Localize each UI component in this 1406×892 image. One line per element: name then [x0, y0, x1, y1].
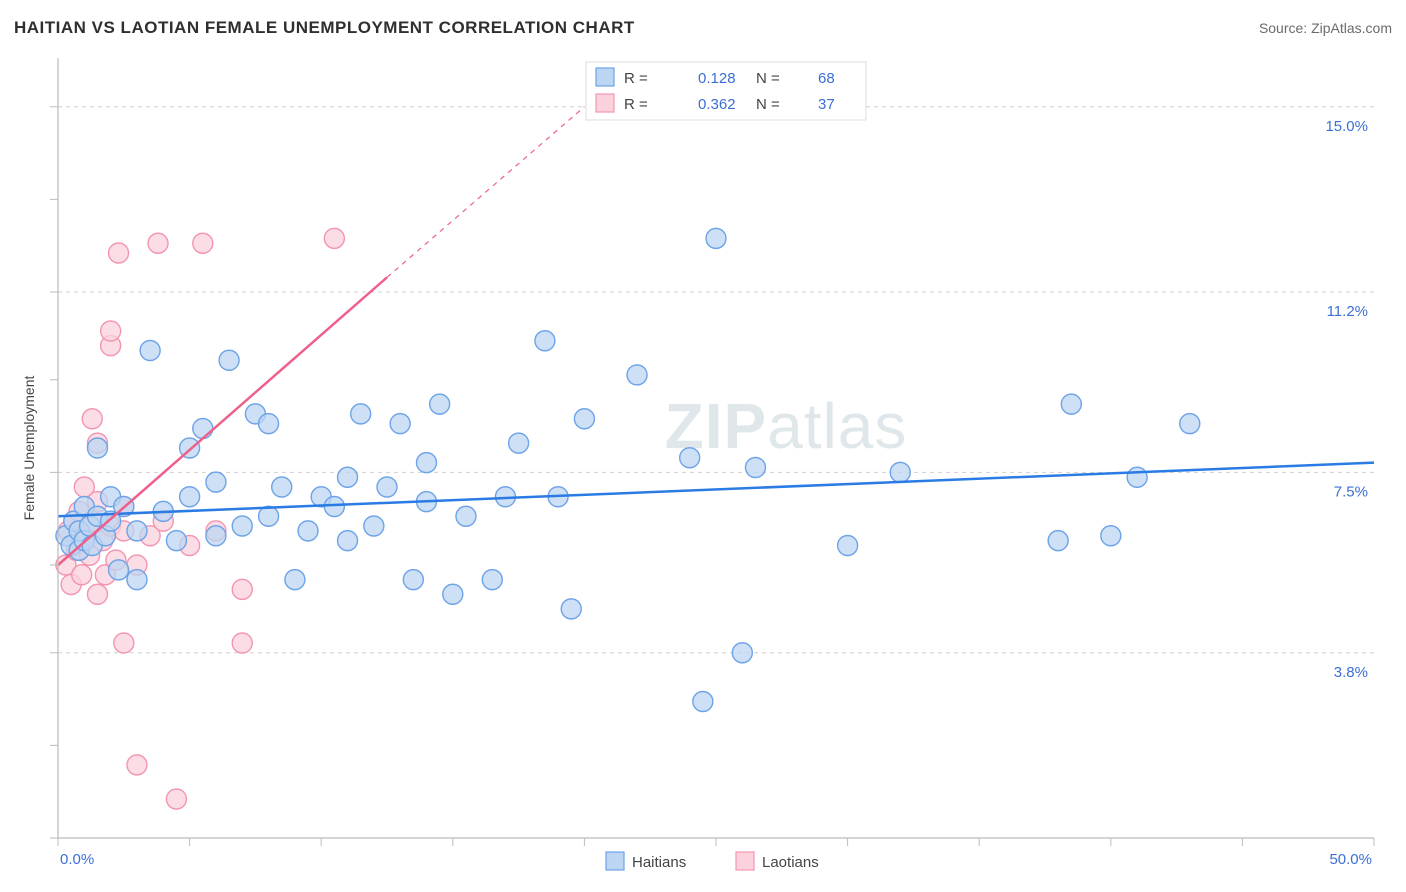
data-point — [482, 570, 502, 590]
data-point — [732, 643, 752, 663]
data-point — [338, 531, 358, 551]
data-point — [109, 243, 129, 263]
data-point — [364, 516, 384, 536]
data-point — [166, 789, 186, 809]
data-point — [627, 365, 647, 385]
chart-area: 3.8% 7.5% 11.2% 15.0% ZIPatlas 0.0% 50.0% Femal… — [14, 48, 1392, 882]
data-point — [298, 521, 318, 541]
data-point — [890, 462, 910, 482]
data-point — [403, 570, 423, 590]
data-point — [232, 579, 252, 599]
data-point — [443, 584, 463, 604]
data-point — [166, 531, 186, 551]
data-point — [693, 692, 713, 712]
data-point — [706, 228, 726, 248]
data-point — [377, 477, 397, 497]
data-point — [430, 394, 450, 414]
legend-swatch — [596, 94, 614, 112]
trend-line-laotians-dash — [387, 107, 584, 278]
legend-r-value: 0.128 — [698, 70, 736, 87]
data-point — [680, 448, 700, 468]
data-point — [535, 331, 555, 351]
y-tick-label: 3.8% — [1334, 664, 1368, 681]
trend-line-laotians — [58, 277, 387, 565]
chart-title: HAITIAN VS LAOTIAN FEMALE UNEMPLOYMENT C… — [14, 18, 635, 38]
data-point — [148, 233, 168, 253]
data-point — [351, 404, 371, 424]
legend-series-label: Laotians — [762, 854, 819, 871]
data-point — [272, 477, 292, 497]
data-point — [1127, 467, 1147, 487]
data-point — [416, 453, 436, 473]
data-point — [87, 584, 107, 604]
data-point — [193, 419, 213, 439]
legend-swatch — [736, 852, 754, 870]
data-point — [82, 409, 102, 429]
data-point — [1101, 526, 1121, 546]
data-point — [259, 506, 279, 526]
data-point — [127, 755, 147, 775]
legend-n-value: 37 — [818, 96, 835, 113]
data-point — [259, 414, 279, 434]
legend-swatch — [606, 852, 624, 870]
data-point — [390, 414, 410, 434]
data-point — [206, 526, 226, 546]
data-point — [285, 570, 305, 590]
data-point — [1061, 394, 1081, 414]
legend-series-label: Haitians — [632, 854, 686, 871]
data-point — [127, 521, 147, 541]
data-point — [193, 233, 213, 253]
trend-line-haitians — [58, 463, 1374, 517]
data-point — [232, 516, 252, 536]
data-point — [232, 633, 252, 653]
y-tick-label: 7.5% — [1334, 483, 1368, 500]
data-point — [101, 321, 121, 341]
data-point — [1048, 531, 1068, 551]
data-point — [87, 438, 107, 458]
legend-n-value: 68 — [818, 70, 835, 87]
data-point — [114, 633, 134, 653]
legend-r-label: R = — [624, 96, 648, 113]
x-max-label: 50.0% — [1329, 851, 1372, 868]
data-point — [180, 487, 200, 507]
data-point — [838, 536, 858, 556]
y-axis-title: Female Unemployment — [21, 376, 37, 521]
legend-n-label: N = — [756, 70, 780, 87]
legend-n-label: N = — [756, 96, 780, 113]
data-point — [509, 433, 529, 453]
data-point — [324, 228, 344, 248]
data-point — [574, 409, 594, 429]
legend-r-label: R = — [624, 70, 648, 87]
data-point — [338, 467, 358, 487]
data-point — [206, 472, 226, 492]
data-point — [127, 570, 147, 590]
source-label: Source: ZipAtlas.com — [1259, 20, 1392, 36]
data-point — [561, 599, 581, 619]
legend-swatch — [596, 68, 614, 86]
watermark: ZIPatlas — [665, 390, 908, 462]
data-point — [109, 560, 129, 580]
data-point — [72, 565, 92, 585]
y-tick-label: 15.0% — [1325, 118, 1368, 135]
data-point — [219, 350, 239, 370]
data-point — [745, 458, 765, 478]
data-point — [1180, 414, 1200, 434]
y-tick-label: 11.2% — [1327, 303, 1368, 320]
data-point — [140, 341, 160, 361]
data-point — [456, 506, 476, 526]
legend-r-value: 0.362 — [698, 96, 736, 113]
x-min-label: 0.0% — [60, 851, 94, 868]
